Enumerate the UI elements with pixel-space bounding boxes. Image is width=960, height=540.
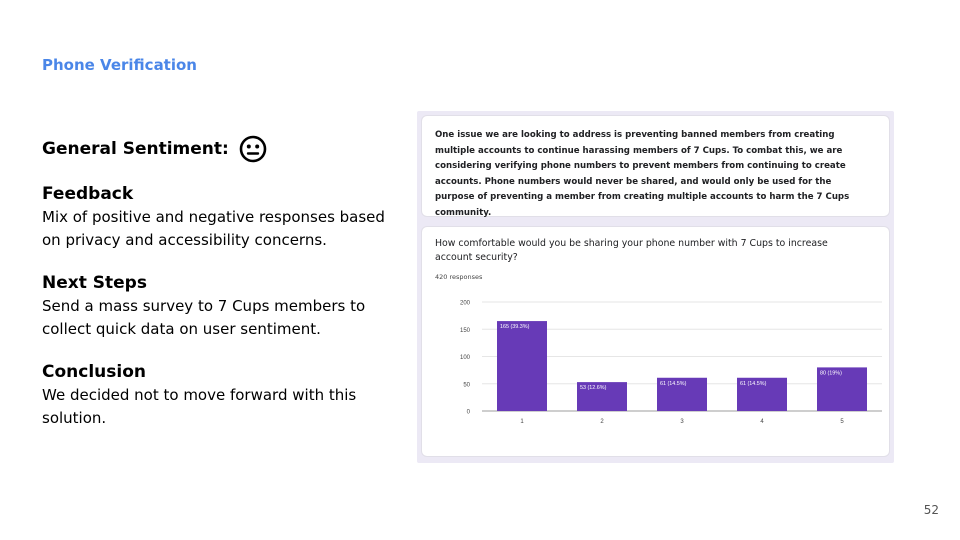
neutral-face-icon [239, 135, 267, 163]
feedback-block: Feedback Mix of positive and negative re… [42, 183, 387, 252]
bar [497, 321, 547, 411]
x-tick-label: 1 [520, 419, 524, 425]
y-tick-label: 100 [460, 355, 471, 361]
bar [817, 367, 867, 411]
conclusion-block: Conclusion We decided not to move forwar… [42, 361, 387, 430]
feedback-body: Mix of positive and negative responses b… [42, 208, 385, 249]
y-tick-label: 150 [460, 328, 471, 334]
x-tick-label: 5 [840, 419, 844, 425]
bar-data-label: 61 (14.5%) [660, 381, 687, 387]
next-steps-body: Send a mass survey to 7 Cups members to … [42, 297, 366, 338]
y-tick-label: 200 [460, 301, 471, 307]
bar-data-label: 80 (19%) [820, 370, 842, 376]
bar-chart: 0 50 100 150 200 165 (39.3%) 1 53 (12.6%) 2 61 (1… [460, 301, 882, 425]
bar [577, 382, 627, 411]
survey-screenshot: One issue we are looking to address is p… [417, 111, 894, 463]
bar-data-label: 61 (14.5%) [740, 381, 767, 387]
survey-intro-text: One issue we are looking to address is p… [435, 130, 850, 218]
feedback-title: Feedback [42, 184, 134, 204]
bar [737, 377, 787, 411]
survey-question: How comfortable would you be sharing you… [435, 238, 828, 263]
conclusion-body: We decided not to move forward with this… [42, 386, 357, 427]
bar [657, 377, 707, 411]
bar-data-label: 53 (12.6%) [580, 385, 607, 391]
x-tick-label: 2 [600, 419, 604, 425]
y-tick-label: 0 [467, 410, 471, 416]
sentiment-label: General Sentiment: [42, 139, 229, 159]
page-number: 52 [923, 503, 939, 517]
x-tick-label: 3 [680, 419, 684, 425]
y-tick-label: 50 [463, 382, 470, 388]
next-steps-title: Next Steps [42, 273, 147, 293]
summary-column: General Sentiment: Feedback Mix of posit… [42, 135, 387, 430]
survey-intro-card: One issue we are looking to address is p… [422, 116, 889, 218]
survey-question-card: How comfortable would you be sharing you… [422, 227, 889, 456]
conclusion-title: Conclusion [42, 362, 146, 382]
next-steps-block: Next Steps Send a mass survey to 7 Cups … [42, 272, 387, 341]
general-sentiment: General Sentiment: [42, 135, 387, 163]
bar-data-label: 165 (39.3%) [500, 324, 530, 330]
section-label: Phone Verification [42, 56, 197, 74]
response-count: 420 responses [435, 273, 483, 281]
x-tick-label: 4 [760, 419, 764, 425]
